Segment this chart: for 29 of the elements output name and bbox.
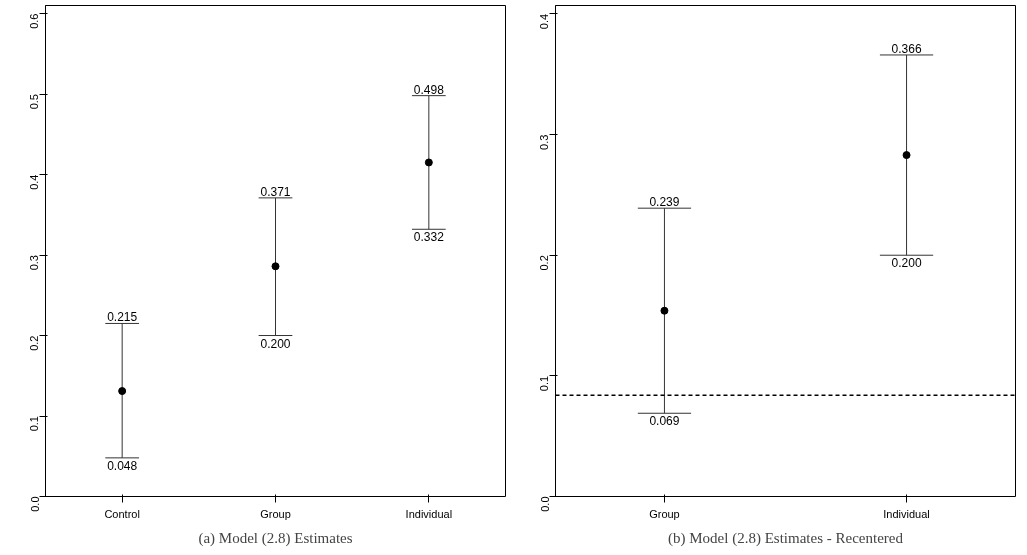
- text: (b) Model (2.8) Estimates - Recentered: [668, 529, 904, 547]
- x-tick-label: Group: [260, 507, 291, 520]
- annotation: 0.239: [649, 195, 680, 210]
- y-tick-label: 0.0: [28, 496, 41, 512]
- annotation: 0.200: [891, 256, 922, 271]
- x-tick-label: Individual: [883, 507, 930, 520]
- annotation: 0.200: [260, 336, 291, 351]
- y-tick-label: 0.3: [28, 255, 41, 271]
- y-tick-label: 0.2: [538, 255, 551, 271]
- annotation: 0.215: [107, 310, 138, 325]
- annotation: 0.332: [413, 230, 445, 245]
- y-tick-label: 0.4: [538, 13, 551, 30]
- annotation: 0.048: [107, 458, 138, 473]
- y-tick-label: 0.1: [28, 416, 41, 432]
- y-tick-label: 0.0: [538, 496, 551, 512]
- annotation: 0.366: [891, 41, 922, 56]
- annotation: 0.069: [649, 414, 680, 429]
- y-tick-label: 0.6: [28, 13, 41, 29]
- x-tick-label: Individual: [405, 507, 453, 520]
- y-tick-label: 0.3: [538, 134, 551, 150]
- x-tick-label: Control: [104, 507, 140, 520]
- annotation: 0.498: [413, 82, 445, 97]
- x-tick-label: Group: [649, 507, 680, 520]
- y-tick-label: 0.2: [28, 335, 41, 351]
- y-tick-label: 0.5: [28, 94, 41, 110]
- annotation: 0.371: [260, 184, 291, 199]
- y-tick-label: 0.1: [538, 375, 551, 392]
- text: (a) Model (2.8) Estimates: [198, 529, 353, 547]
- y-tick-label: 0.4: [28, 174, 41, 190]
